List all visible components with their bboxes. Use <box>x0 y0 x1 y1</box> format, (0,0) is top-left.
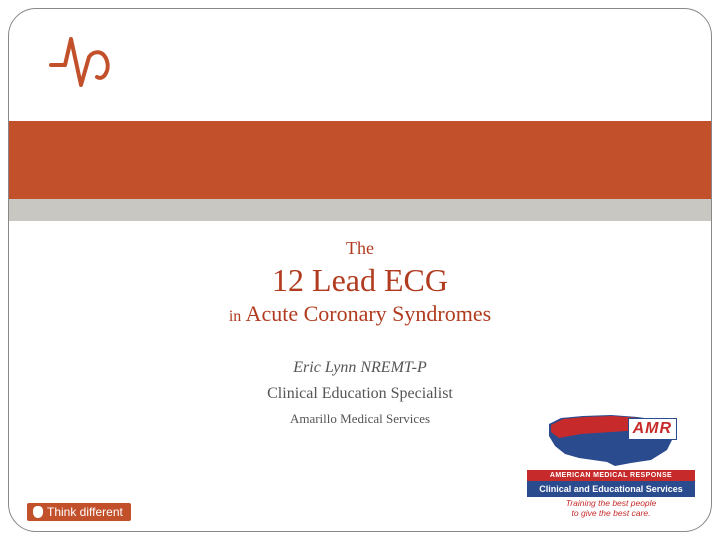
title-block: The 12 Lead ECG in Acute Coronary Syndro… <box>9 237 711 327</box>
logo-red-bar: AMERICAN MEDICAL RESPONSE <box>527 470 695 481</box>
author-role: Clinical Education Specialist <box>9 381 711 407</box>
title-line-2: 12 Lead ECG <box>9 260 711 300</box>
author-name: Eric Lynn NREMT-P <box>9 355 711 381</box>
heartbeat-icon <box>47 27 127 97</box>
footer-badge-label: Think different <box>47 505 123 519</box>
title-line-3-rest: Acute Coronary Syndromes <box>241 301 491 326</box>
logo-map: AMR <box>541 410 681 468</box>
accent-band-gray <box>8 199 712 221</box>
amr-logo: AMR AMERICAN MEDICAL RESPONSE Clinical a… <box>527 410 695 519</box>
title-line-3-small: in <box>229 308 241 325</box>
title-line-1: The <box>9 237 711 260</box>
logo-abbrev: AMR <box>628 418 677 440</box>
logo-tagline: Training the best people to give the bes… <box>527 497 695 519</box>
apple-icon <box>33 506 43 518</box>
title-line-3: in Acute Coronary Syndromes <box>9 300 711 328</box>
accent-band-orange <box>8 121 712 199</box>
logo-tagline-2: to give the best care. <box>527 509 695 519</box>
logo-blue-bar: Clinical and Educational Services <box>527 481 695 497</box>
footer-badge: Think different <box>27 503 131 521</box>
slide-frame: The 12 Lead ECG in Acute Coronary Syndro… <box>8 8 712 532</box>
